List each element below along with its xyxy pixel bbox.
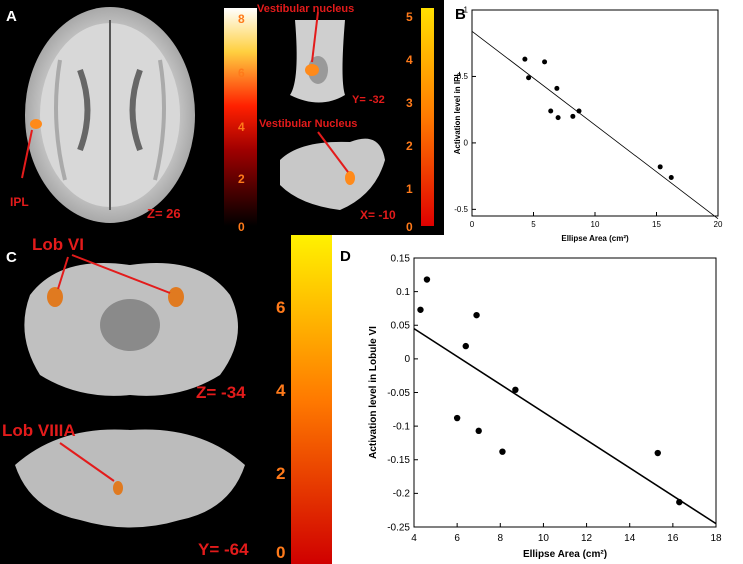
data-point bbox=[676, 498, 683, 506]
colorbar-c bbox=[291, 235, 332, 564]
panel-b-letter: B bbox=[455, 6, 466, 23]
panel-c: C Lob VI Lob VIIIA Z= -34 Y= -64 6 4 2 0 bbox=[0, 235, 332, 564]
colorbar-a-left bbox=[224, 8, 257, 226]
colorbar-tick: 5 bbox=[406, 10, 413, 24]
data-point bbox=[555, 115, 561, 121]
cerebellum-axial-slice bbox=[24, 254, 238, 396]
data-point bbox=[570, 113, 576, 119]
z-label: Z= -34 bbox=[196, 383, 246, 402]
panel-a-letter: A bbox=[6, 8, 17, 25]
sagittal-brain-slice bbox=[280, 131, 385, 210]
y-label: Y= -64 bbox=[198, 540, 249, 559]
data-point bbox=[526, 75, 532, 81]
data-point bbox=[542, 59, 548, 65]
x-tick-label: 10 bbox=[591, 220, 600, 229]
colorbar-tick: 1 bbox=[406, 182, 413, 196]
y-tick-label: 1 bbox=[464, 6, 469, 15]
y-tick-label: 0.5 bbox=[457, 72, 469, 81]
data-point bbox=[657, 164, 663, 170]
data-point bbox=[522, 56, 528, 62]
axial-z-label: Z= 26 bbox=[147, 206, 181, 221]
x-axis-label: Ellipse Area (cm²) bbox=[561, 234, 629, 243]
panel-a: A IPL Z= 26 Vestibular nucleus Vestibula… bbox=[0, 0, 444, 235]
data-point bbox=[548, 108, 554, 114]
x-tick-label: 18 bbox=[710, 533, 722, 544]
y-tick-label: -0.5 bbox=[454, 205, 468, 214]
colorbar-tick: 0 bbox=[406, 220, 413, 234]
data-point bbox=[417, 306, 424, 313]
data-point bbox=[453, 414, 461, 422]
plot-frame bbox=[413, 257, 717, 528]
lob6-label: Lob VI bbox=[32, 235, 84, 254]
x-axis-label: Ellipse Area (cm²) bbox=[523, 549, 607, 560]
sagittal-x-label: X= -10 bbox=[360, 208, 396, 222]
x-tick-label: 16 bbox=[667, 533, 679, 544]
plot-frame bbox=[471, 9, 719, 217]
x-tick-label: 4 bbox=[411, 533, 417, 544]
coronal-brain-slice bbox=[290, 11, 345, 103]
colorbar-tick: 0 bbox=[238, 220, 245, 234]
colorbar-tick: 4 bbox=[406, 53, 413, 67]
chart-d: 4 6 8 10 12 14 16 18 0.15 0.1 0.05 0 -0.05 -0.1 -0.15 -… bbox=[368, 253, 722, 560]
data-point bbox=[475, 427, 482, 435]
y-tick-label: 0.15 bbox=[391, 253, 411, 264]
data-point bbox=[654, 449, 661, 457]
colorbar-tick: 2 bbox=[276, 464, 286, 483]
panel-c-images bbox=[15, 235, 332, 564]
colorbar-tick: 8 bbox=[238, 12, 245, 26]
x-tick-label: 0 bbox=[470, 220, 475, 229]
y-axis-label: Activation level in Lobule VI bbox=[368, 326, 379, 459]
colorbar-tick: 6 bbox=[276, 298, 286, 317]
coronal-y-label: Y= -32 bbox=[352, 94, 385, 106]
panel-a-images bbox=[21, 7, 434, 226]
data-point bbox=[512, 386, 519, 394]
lob8a-label: Lob VIIIA bbox=[2, 421, 76, 440]
colorbar-tick: 3 bbox=[406, 96, 413, 110]
data-point bbox=[668, 174, 674, 180]
colorbar-a-right bbox=[421, 8, 434, 226]
y-tick-label: -0.15 bbox=[387, 455, 410, 466]
x-tick-label: 8 bbox=[498, 533, 504, 544]
colorbar-tick: 2 bbox=[238, 172, 245, 186]
colorbar-tick: 0 bbox=[276, 543, 286, 562]
data-point bbox=[473, 311, 480, 319]
regression-line bbox=[413, 327, 717, 525]
data-point bbox=[499, 448, 506, 455]
colorbar-tick: 2 bbox=[406, 139, 413, 153]
y-tick-label: -0.1 bbox=[393, 421, 411, 432]
y-tick-label: 0.1 bbox=[396, 287, 410, 298]
colorbar-tick: 4 bbox=[238, 120, 245, 134]
colorbar-tick: 4 bbox=[276, 381, 286, 400]
colorbar-tick: 6 bbox=[238, 66, 245, 80]
y-tick-label: -0.25 bbox=[387, 522, 410, 533]
y-axis-label: Activation level in IPL bbox=[453, 72, 462, 155]
data-point bbox=[423, 276, 431, 283]
vestibular-top-label: Vestibular nucleus bbox=[257, 3, 355, 15]
vestibular-bottom-label: Vestibular Nucleus bbox=[259, 118, 358, 130]
y-tick-label: 0 bbox=[464, 139, 469, 148]
axial-brain-slice bbox=[21, 7, 195, 223]
ipl-label: IPL bbox=[10, 195, 29, 209]
y-tick-label: -0.2 bbox=[393, 489, 411, 500]
panel-d-letter: D bbox=[340, 248, 351, 265]
x-tick-label: 15 bbox=[652, 220, 661, 229]
cerebellum-coronal-slice bbox=[15, 429, 245, 528]
y-tick-label: 0 bbox=[404, 354, 410, 365]
y-tick-label: 0.05 bbox=[391, 321, 411, 332]
data-point bbox=[462, 342, 469, 350]
y-tick-label: -0.05 bbox=[387, 388, 410, 399]
x-tick-label: 14 bbox=[624, 533, 636, 544]
x-tick-label: 5 bbox=[531, 220, 536, 229]
regression-line bbox=[471, 30, 719, 219]
data-point bbox=[554, 85, 560, 91]
x-tick-label: 20 bbox=[714, 220, 723, 229]
x-tick-label: 12 bbox=[581, 533, 593, 544]
panel-c-letter: C bbox=[6, 249, 17, 266]
x-tick-label: 6 bbox=[454, 533, 460, 544]
x-tick-label: 10 bbox=[538, 533, 550, 544]
data-point bbox=[576, 108, 582, 114]
